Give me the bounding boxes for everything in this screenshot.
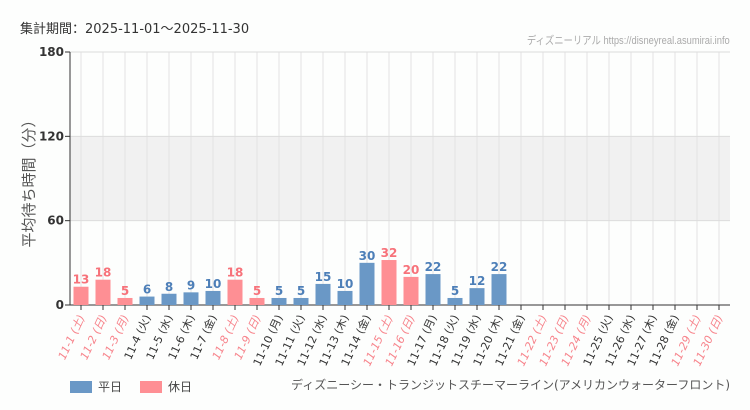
bar bbox=[359, 262, 375, 305]
legend-holiday[interactable]: 休日 bbox=[140, 378, 192, 395]
value-label: 22 bbox=[425, 260, 442, 274]
bar bbox=[447, 297, 463, 305]
bar bbox=[315, 283, 331, 305]
value-label: 8 bbox=[165, 280, 173, 294]
value-label: 18 bbox=[95, 266, 112, 280]
value-label: 22 bbox=[491, 260, 508, 274]
y-tick-label: 120 bbox=[39, 129, 64, 143]
bar bbox=[425, 274, 441, 305]
y-tick-label: 180 bbox=[39, 45, 64, 59]
value-label: 9 bbox=[187, 278, 195, 292]
bar bbox=[139, 296, 155, 305]
bar bbox=[249, 297, 265, 305]
value-label: 15 bbox=[315, 270, 332, 284]
value-label: 13 bbox=[73, 273, 90, 287]
value-label: 5 bbox=[121, 284, 129, 298]
value-label: 5 bbox=[297, 284, 305, 298]
bar bbox=[381, 260, 397, 305]
bar bbox=[95, 279, 111, 305]
bar bbox=[293, 297, 309, 305]
bar bbox=[271, 297, 287, 305]
bar bbox=[161, 293, 177, 305]
bar bbox=[491, 274, 507, 305]
bar bbox=[337, 290, 353, 305]
bar bbox=[117, 297, 133, 305]
bar bbox=[183, 292, 199, 305]
legend-swatch bbox=[70, 381, 92, 393]
value-label: 5 bbox=[451, 284, 459, 298]
bar bbox=[227, 279, 243, 305]
grid-band bbox=[70, 136, 730, 221]
value-label: 30 bbox=[359, 249, 376, 263]
legend-label: 休日 bbox=[168, 380, 193, 394]
attraction-name: ディズニーシー・トランジットスチーマーライン(アメリカンウォーターフロント) bbox=[291, 378, 730, 392]
legend-weekday[interactable]: 平日 bbox=[70, 378, 122, 395]
legend-label: 平日 bbox=[98, 380, 123, 394]
value-label: 18 bbox=[227, 266, 244, 280]
value-label: 5 bbox=[253, 284, 261, 298]
legend-swatch bbox=[140, 381, 163, 393]
bar bbox=[73, 286, 89, 305]
bar bbox=[205, 290, 221, 305]
y-tick-label: 0 bbox=[56, 298, 64, 312]
period-label: 集計期間：2025-11-01〜2025-11-30 bbox=[20, 22, 250, 37]
value-label: 12 bbox=[469, 274, 486, 288]
value-label: 20 bbox=[403, 263, 420, 277]
y-tick-label: 60 bbox=[47, 214, 64, 228]
bar bbox=[403, 276, 419, 305]
value-label: 5 bbox=[275, 284, 283, 298]
y-axis-label: 平均待ち時間（分） bbox=[20, 112, 38, 248]
site-credit: ディズニーリアル https://disneyreal.asumirai.inf… bbox=[527, 35, 730, 47]
value-label: 10 bbox=[337, 277, 354, 291]
legend: 平日 休日 bbox=[70, 378, 192, 395]
bar bbox=[469, 288, 485, 305]
value-label: 32 bbox=[381, 246, 398, 260]
value-label: 10 bbox=[205, 277, 222, 291]
value-label: 6 bbox=[143, 283, 151, 297]
